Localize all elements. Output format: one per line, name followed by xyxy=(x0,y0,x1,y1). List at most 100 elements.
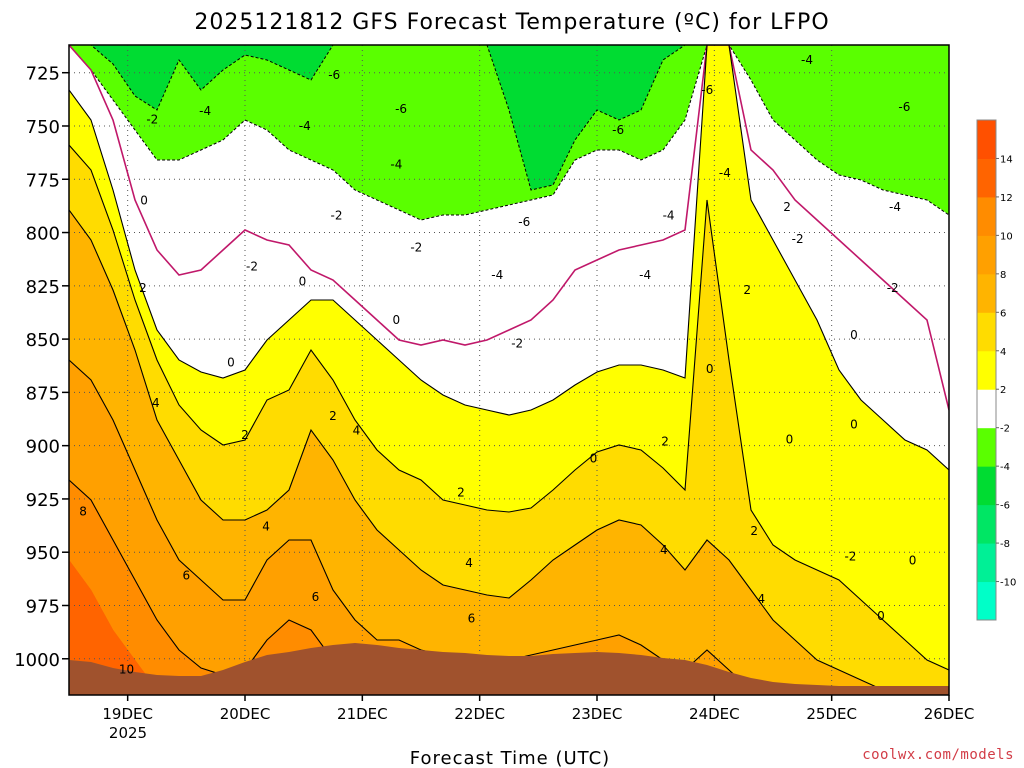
colorbar-swatch xyxy=(977,158,996,198)
contour-label: -6 xyxy=(328,68,340,82)
y-tick-label: 950 xyxy=(26,543,60,564)
credit-text: coolwx.com/models xyxy=(862,747,1014,763)
y-tick-label: 850 xyxy=(26,330,60,351)
colorbar-swatch xyxy=(977,312,996,352)
contour-label: -2 xyxy=(146,113,158,127)
contour-label: -2 xyxy=(511,336,523,350)
chart-title: 2025121812 GFS Forecast Temperature (ºC)… xyxy=(194,10,829,35)
x-axis-label: Forecast Time (UTC) xyxy=(410,748,610,768)
colorbar-frame xyxy=(976,119,997,621)
contour-label: 0 xyxy=(850,328,858,342)
contour-label: 4 xyxy=(660,543,668,557)
x-tick-label: 25DEC xyxy=(806,705,857,723)
contour-label: -4 xyxy=(299,119,311,133)
y-tick-label: 750 xyxy=(26,117,60,138)
contour-label: 6 xyxy=(312,590,320,604)
colorbar-swatch xyxy=(977,466,996,506)
contour-label: 2 xyxy=(661,434,669,448)
colorbar-swatch xyxy=(977,196,996,236)
contour-label: -4 xyxy=(719,166,731,180)
plot-frame xyxy=(68,44,950,696)
ground-surface xyxy=(69,643,949,695)
x-tick-label: 22DEC xyxy=(454,705,505,723)
contour-label: 10 xyxy=(119,662,134,676)
contour-label: 6 xyxy=(468,611,476,625)
colorbar: -10 -8 -6 -4 -2 2 4 6 8 10 12 14 xyxy=(976,119,1016,621)
y-tick-label: 925 xyxy=(26,490,60,511)
isotherm-p2 xyxy=(69,45,949,471)
colorbar-label: -2 xyxy=(1000,424,1010,435)
contour-label: -2 xyxy=(792,232,804,246)
contour-label: -4 xyxy=(639,268,651,282)
contour-label: -4 xyxy=(199,104,211,118)
contour-label: 4 xyxy=(757,592,765,606)
x-tick-label: 26DEC xyxy=(924,705,975,723)
contour-label: 4 xyxy=(262,520,270,534)
colorbar-label: -4 xyxy=(1000,462,1010,473)
x-axis: 19DEC 20DEC 21DEC 22DEC 23DEC 24DEC 25DEC 26DEC xyxy=(102,695,974,723)
x-tick-label: 21DEC xyxy=(337,705,388,723)
y-axis: 725 750 775 800 825 850 875 900 925 950 975 1000 xyxy=(14,64,69,671)
colorbar-swatch xyxy=(977,389,996,429)
contour-label: 0 xyxy=(227,356,235,370)
colorbar-swatch xyxy=(977,235,996,275)
contour-label: -6 xyxy=(612,123,624,137)
isotherm-z xyxy=(69,45,949,411)
contour-label: 0 xyxy=(393,313,401,327)
contour-label: 0 xyxy=(299,275,307,289)
colorbar-swatch xyxy=(977,581,996,621)
contour-label: 8 xyxy=(79,505,87,519)
isotherm-p6 xyxy=(69,209,949,691)
colorbar-label: 10 xyxy=(1000,231,1013,242)
colorbar-label: 2 xyxy=(1000,385,1006,396)
colorbar-swatch xyxy=(977,120,996,159)
contour-label: 2 xyxy=(139,281,147,295)
y-tick-label: 1000 xyxy=(14,650,60,671)
fill-band xyxy=(69,45,949,191)
contour-label: -4 xyxy=(491,268,503,282)
isotherm-m2 xyxy=(69,45,949,221)
y-tick-label: 900 xyxy=(26,437,60,458)
contour-label: 4 xyxy=(353,424,361,438)
colorbar-swatch xyxy=(977,350,996,390)
isotherm-m4 xyxy=(69,45,949,191)
contour-label: 0 xyxy=(590,451,598,465)
contour-labels: 10 8 6 6 6 4 4 4 4 4 4 2 2 2 2 2 2 2 2 0 0 0 0 0 0 0 0 0 0 0 -2 -2 -2 -2 -… xyxy=(79,53,916,677)
y-tick-label: 975 xyxy=(26,596,60,617)
y-tick-label: 800 xyxy=(26,224,60,245)
colorbar-label: -6 xyxy=(1000,501,1010,512)
y-tick-label: 775 xyxy=(26,170,60,191)
colorbar-label: 14 xyxy=(1000,154,1013,165)
colorbar-swatch xyxy=(977,504,996,544)
y-tick-label: 725 xyxy=(26,64,60,85)
contour-label: 0 xyxy=(706,362,714,376)
contour-label: -4 xyxy=(390,157,402,171)
contour-label: 2 xyxy=(241,428,249,442)
colorbar-label: 6 xyxy=(1000,308,1006,319)
contour-label: -2 xyxy=(844,549,856,563)
contour-label: 0 xyxy=(909,554,917,568)
contour-label: -2 xyxy=(331,208,343,222)
x-tick-label: 24DEC xyxy=(689,705,740,723)
contour-label: -4 xyxy=(801,53,813,67)
grid-lines xyxy=(69,45,949,695)
y-tick-label: 825 xyxy=(26,277,60,298)
contour-label: -2 xyxy=(887,281,899,295)
contour-label: -2 xyxy=(410,240,422,254)
x-tick-label: 19DEC xyxy=(102,705,153,723)
contour-label: 0 xyxy=(850,417,858,431)
contour-label: 0 xyxy=(877,609,885,623)
contour-label: -4 xyxy=(663,208,675,222)
contour-label: -4 xyxy=(889,200,901,214)
colorbar-swatch xyxy=(977,273,996,313)
contour-label: 4 xyxy=(152,396,160,410)
colorbar-label: -10 xyxy=(1000,578,1016,589)
contour-label: 2 xyxy=(783,200,791,214)
x-tick-label: 23DEC xyxy=(572,705,623,723)
contour-label: 2 xyxy=(457,486,465,500)
contour-label: 6 xyxy=(183,569,191,583)
temperature-fill xyxy=(69,45,949,695)
contour-label: 2 xyxy=(750,524,758,538)
colorbar-swatch xyxy=(977,427,996,467)
